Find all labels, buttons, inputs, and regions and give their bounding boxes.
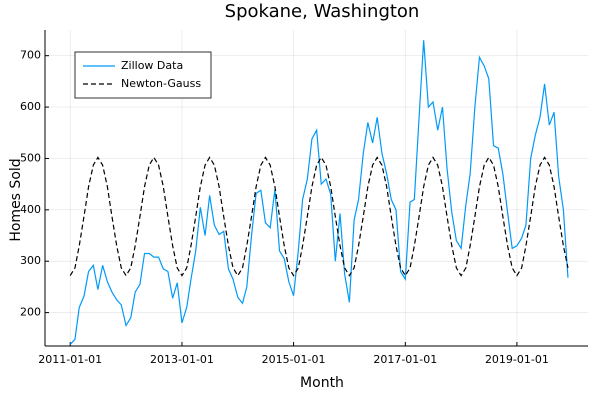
x-tick-label: 2015-01-01 xyxy=(262,353,326,366)
y-tick-label: 400 xyxy=(20,203,41,216)
y-tick-label: 300 xyxy=(20,254,41,267)
x-tick-label: 2019-01-01 xyxy=(485,353,549,366)
data-line xyxy=(69,156,569,277)
x-tick-label: 2013-01-01 xyxy=(150,353,214,366)
y-axis-label: Homes Sold xyxy=(8,158,24,241)
data-line xyxy=(69,40,569,345)
legend-label: Zillow Data xyxy=(121,59,183,72)
y-tick-label: 700 xyxy=(20,49,41,62)
legend-label: Newton-Gauss xyxy=(121,77,201,90)
x-tick-label: 2011-01-01 xyxy=(38,353,102,366)
x-axis-label: Month xyxy=(300,375,344,391)
y-tick-label: 200 xyxy=(20,306,41,319)
y-tick-label: 500 xyxy=(20,151,41,164)
x-tick-label: 2017-01-01 xyxy=(373,353,437,366)
y-tick-label: 600 xyxy=(20,100,41,113)
legend-box xyxy=(74,51,212,99)
chart-title: Spokane, Washington xyxy=(225,1,420,22)
